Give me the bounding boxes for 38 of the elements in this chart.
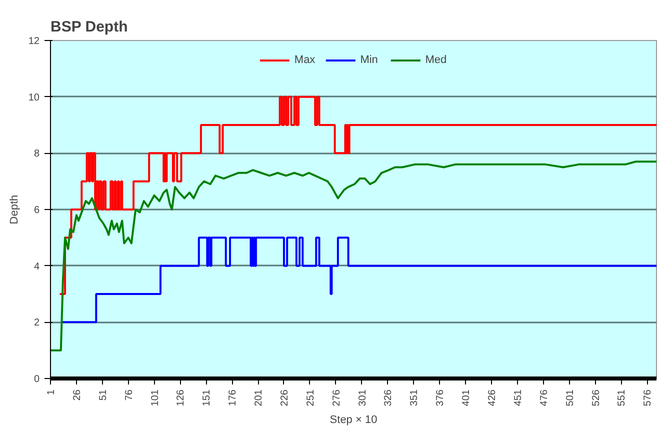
y-tick-label: 4 <box>34 261 40 272</box>
x-tick-label: 1 <box>46 389 57 396</box>
x-tick-label: 426 <box>487 389 498 406</box>
x-tick-label: 476 <box>538 389 550 406</box>
x-tick-label: 101 <box>150 389 161 406</box>
y-tick-label: 12 <box>28 36 40 47</box>
line-series <box>50 160 656 352</box>
y-tick-label: 8 <box>34 148 40 160</box>
x-tick-label: 276 <box>331 389 342 406</box>
x-tick-label: 401 <box>461 389 472 406</box>
legend-label: Med <box>425 54 447 66</box>
x-tick-label: 351 <box>409 389 420 406</box>
x-tick-label: 501 <box>564 389 576 406</box>
y-tick-label: 6 <box>34 205 40 216</box>
x-tick-label: 526 <box>590 389 602 406</box>
x-tick-label: 251 <box>305 389 316 406</box>
x-tick-label: 76 <box>124 389 135 401</box>
legend-label: Max <box>294 54 316 66</box>
x-tick-label: 376 <box>435 389 446 406</box>
x-axis-title: Step × 10 <box>330 414 378 426</box>
x-tick-label: 51 <box>98 389 109 401</box>
x-tick-label: 176 <box>228 389 239 406</box>
x-tick-label: 201 <box>254 389 265 406</box>
x-tick-label: 576 <box>642 389 654 406</box>
chart-title: BSP Depth <box>50 18 128 36</box>
y-tick-label: 0 <box>34 374 40 385</box>
x-tick-label: 26 <box>72 389 83 401</box>
y-tick-label: 2 <box>34 318 40 329</box>
x-tick-label: 226 <box>279 389 290 406</box>
x-tick-label: 151 <box>202 389 213 406</box>
x-tick-label: 551 <box>616 389 628 406</box>
x-tick-label: 126 <box>176 389 187 406</box>
x-tick-label: 451 <box>512 389 524 406</box>
y-tick-label: 10 <box>28 92 40 104</box>
x-tick-label: 301 <box>357 389 368 406</box>
y-axis-title: Depth <box>8 194 20 224</box>
legend-label: Min <box>360 54 379 66</box>
x-tick-label: 326 <box>383 389 394 406</box>
